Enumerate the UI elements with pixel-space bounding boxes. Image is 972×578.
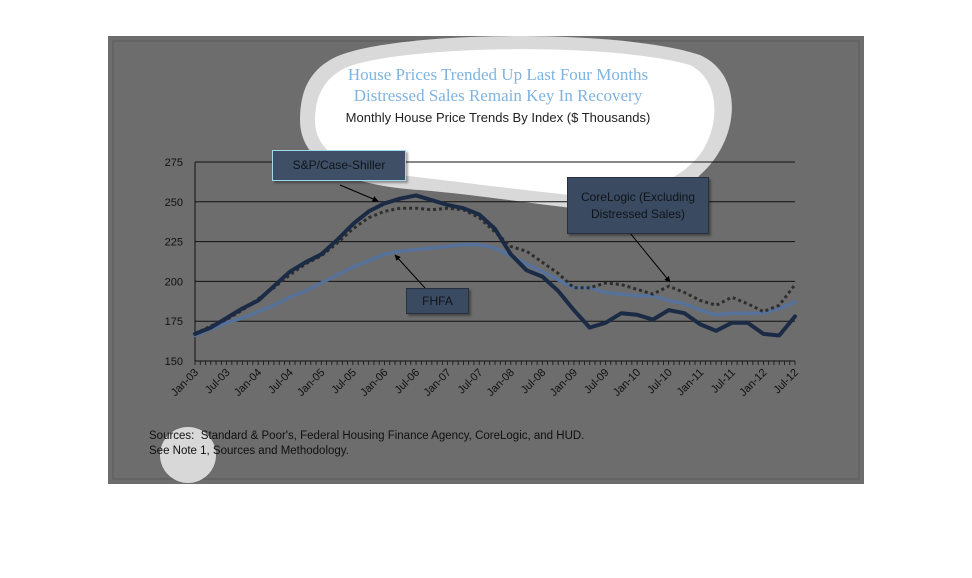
chart-title: House Prices Trended Up Last Four Months [348,65,648,84]
y-tick-label: 150 [165,356,183,368]
source-note: Sources: Standard & Poor's, Federal Hous… [149,430,585,442]
y-tick-label: 250 [165,197,183,209]
y-tick-label: 175 [165,316,183,328]
click-spotlight [160,427,216,483]
y-tick-label: 200 [165,276,183,288]
callout-fhfa: FHFA [406,288,469,314]
series-line [193,243,797,338]
callout-arrow [394,254,426,289]
callout-arrow [339,184,379,202]
chart-title: Distressed Sales Remain Key In Recovery [354,86,643,105]
callout-corelogic: CoreLogic (Excluding Distressed Sales) [567,177,709,234]
source-note: See Note 1, Sources and Methodology. [149,445,349,457]
series-line [194,206,797,336]
callout-sp: S&P/Case-Shiller [272,150,406,181]
spotlight [315,49,715,197]
y-tick-label: 275 [165,157,183,169]
series-line [193,193,797,338]
y-tick-label: 225 [165,237,183,249]
chart-subtitle: Monthly House Price Trends By Index ($ T… [346,110,651,125]
